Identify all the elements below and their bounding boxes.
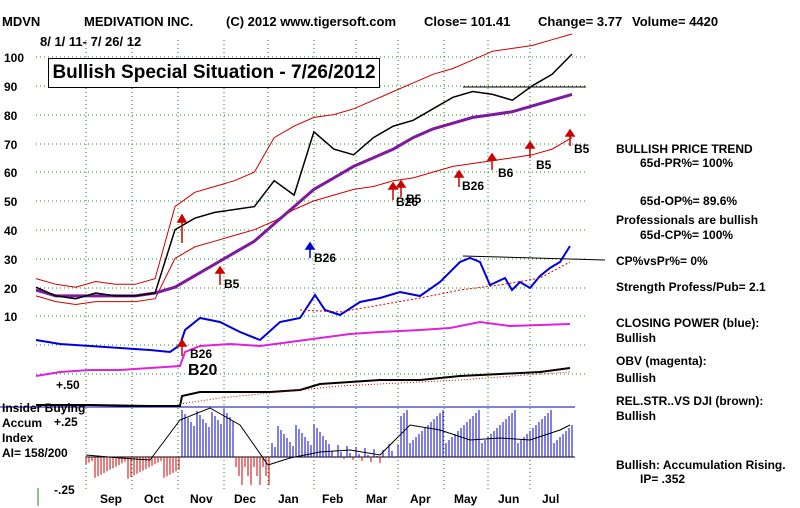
minus25-label: -.25 xyxy=(54,483,75,497)
x-tick-may: May xyxy=(454,492,478,506)
x-tick-jan: Jan xyxy=(278,492,299,506)
signal-b5-apr: B5 xyxy=(406,192,422,206)
price-line xyxy=(35,53,573,300)
x-tick-sep: Sep xyxy=(100,492,122,506)
volume-value: Volume= 4420 xyxy=(632,14,719,29)
y-tick-70: 70 xyxy=(4,138,18,152)
accumulation-histogram xyxy=(85,409,573,485)
close-price: Close= 101.41 xyxy=(424,14,511,29)
y-tick-50: 50 xyxy=(4,195,18,209)
ip-value: IP= .352 xyxy=(640,472,686,486)
y-tick-30: 30 xyxy=(4,253,18,267)
signal-b20: B20 xyxy=(188,362,217,379)
rel-strength-status: Bullish xyxy=(616,409,657,423)
company-name: MEDIVATION INC. xyxy=(84,14,194,29)
cp-resistance-line xyxy=(462,255,606,261)
closing-power-status: Bullish xyxy=(616,331,657,345)
plus50-label: +.50 xyxy=(56,378,80,392)
x-tick-jul: Jul xyxy=(542,492,559,506)
op-percent: 65d-OP%= 89.6% xyxy=(640,194,738,208)
y-tick-80: 80 xyxy=(4,109,18,123)
y-tick-20: 20 xyxy=(4,282,18,296)
x-tick-feb: Feb xyxy=(322,492,343,506)
signal-b26-jan: B26 xyxy=(314,251,336,265)
copyright: (C) 2012 www.tigersoft.com xyxy=(226,14,396,29)
closing-power-heading: CLOSING POWER (blue): xyxy=(616,316,760,330)
x-tick-apr: Apr xyxy=(410,492,431,506)
strength-ratio: Strength Profess/Pub= 2.1 xyxy=(616,280,766,294)
y-tick-40: 40 xyxy=(4,224,18,238)
signal-b26-apr: B26 xyxy=(396,195,418,209)
accumulation-summary: Bullish: Accumulation Rising. xyxy=(616,458,786,472)
obv-line xyxy=(35,320,571,377)
y-tick-60: 60 xyxy=(4,166,18,180)
upper-band-line xyxy=(35,33,573,288)
change-value: Change= 3.77 xyxy=(538,14,623,29)
rel-strength-ma xyxy=(179,371,571,405)
professionals-note: Professionals are bullish xyxy=(616,213,759,227)
plus25-label: +.25 xyxy=(54,415,78,429)
rel-strength-heading: REL.STR..VS DJI (brown): xyxy=(616,394,764,408)
signal-b5-jun: B5 xyxy=(536,158,552,172)
y-axis-labels: 100 90 80 70 60 50 40 30 20 10 xyxy=(4,51,24,324)
cp-vs-pr: CP%vsPr%= 0% xyxy=(616,254,708,268)
cp-percent: 65d-CP%= 100% xyxy=(640,228,734,242)
blue-arrows xyxy=(304,241,316,258)
x-axis-labels: Sep Oct Nov Dec Jan Feb Mar Apr May Jun … xyxy=(100,492,559,506)
accumulation-ma xyxy=(85,407,571,466)
signal-b26-oct: B26 xyxy=(190,347,212,361)
x-tick-oct: Oct xyxy=(144,492,164,506)
signal-b6-jun: B6 xyxy=(498,166,514,180)
ticker: MDVN xyxy=(2,14,41,29)
y-tick-100: 100 xyxy=(4,51,24,65)
x-tick-mar: Mar xyxy=(366,492,388,506)
left-indicator-labels: +.50 Insider Buying +.25 Accum Index AI=… xyxy=(2,378,85,497)
y-tick-10: 10 xyxy=(4,310,18,324)
lower-band-line xyxy=(35,137,573,306)
gridlines xyxy=(36,56,586,375)
insider-buying-label: Insider Buying xyxy=(2,401,85,415)
signal-labels: B5 B26 B26 B5 B26 B6 B5 B5 B26 B20 xyxy=(188,142,590,379)
index-label: Index xyxy=(2,431,34,445)
x-tick-nov: Nov xyxy=(190,492,213,506)
x-tick-jun: Jun xyxy=(498,492,519,506)
x-tick-dec: Dec xyxy=(234,492,256,506)
signal-b26-may: B26 xyxy=(462,179,484,193)
cp-dotted-ma xyxy=(299,261,571,313)
moving-average-line xyxy=(35,92,573,298)
signal-b5-nov: B5 xyxy=(224,277,240,291)
signal-b5-jul: B5 xyxy=(574,142,590,156)
month-gridlines xyxy=(85,40,531,490)
y-tick-90: 90 xyxy=(4,80,18,94)
accum-label: Accum xyxy=(2,416,42,430)
price-trend-heading: BULLISH PRICE TREND xyxy=(616,142,753,156)
ai-value: AI= 158/200 xyxy=(2,446,68,460)
chart-banner: Bullish Special Situation - 7/26/2012 xyxy=(48,58,380,88)
date-range: 8/ 1/ 11- 7/ 26/ 12 xyxy=(40,34,142,49)
buy-arrows xyxy=(176,128,576,356)
pr-percent: 65d-PR%= 100% xyxy=(640,156,734,170)
closing-power-line xyxy=(35,245,571,354)
obv-heading: OBV (magenta): xyxy=(616,354,707,368)
obv-status: Bullish xyxy=(616,371,657,385)
